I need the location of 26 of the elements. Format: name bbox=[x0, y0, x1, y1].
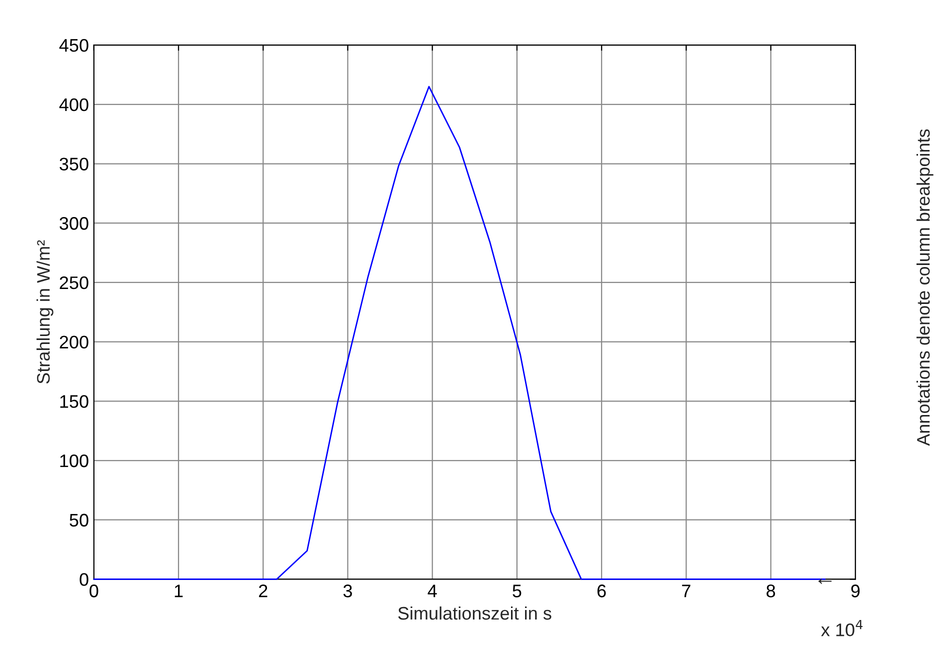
x-tick-label: 3 bbox=[343, 584, 352, 598]
y-tick-label: 0 bbox=[80, 573, 88, 586]
x-tick-label: 6 bbox=[597, 584, 606, 598]
x-tick-label: 8 bbox=[766, 584, 776, 598]
y-axis-title: Strahlung in W/m² bbox=[36, 240, 54, 384]
x-tick-label: 2 bbox=[259, 584, 268, 598]
line-series bbox=[93, 86, 826, 580]
x-tick-label: 9 bbox=[851, 584, 860, 598]
y-tick-label: 400 bbox=[59, 98, 88, 112]
text: x 10$^{4}$ bbox=[821, 620, 863, 636]
y-tick-label: 450 bbox=[59, 38, 88, 52]
x-axis-title: Simulationszeit in s bbox=[398, 606, 552, 620]
annotation: ← bbox=[818, 578, 832, 584]
x-tick-label: 5 bbox=[512, 584, 522, 598]
x-tick-label: 1 bbox=[174, 584, 183, 598]
x-tick-label: 7 bbox=[682, 584, 690, 598]
y-tick-label: 300 bbox=[60, 217, 88, 230]
y-tick-label: 250 bbox=[60, 276, 88, 290]
y-tick-label: 150 bbox=[60, 395, 88, 408]
text: Annotations denote column breakpoints bbox=[916, 129, 934, 446]
y-tick-label: 200 bbox=[60, 336, 88, 349]
x-tick-label: 4 bbox=[428, 584, 437, 598]
y-tick-label: 350 bbox=[60, 158, 88, 170]
y-tick-label: 50 bbox=[70, 514, 88, 527]
x-tick-label: 0 bbox=[90, 584, 98, 598]
y-tick-label: 100 bbox=[60, 454, 88, 468]
